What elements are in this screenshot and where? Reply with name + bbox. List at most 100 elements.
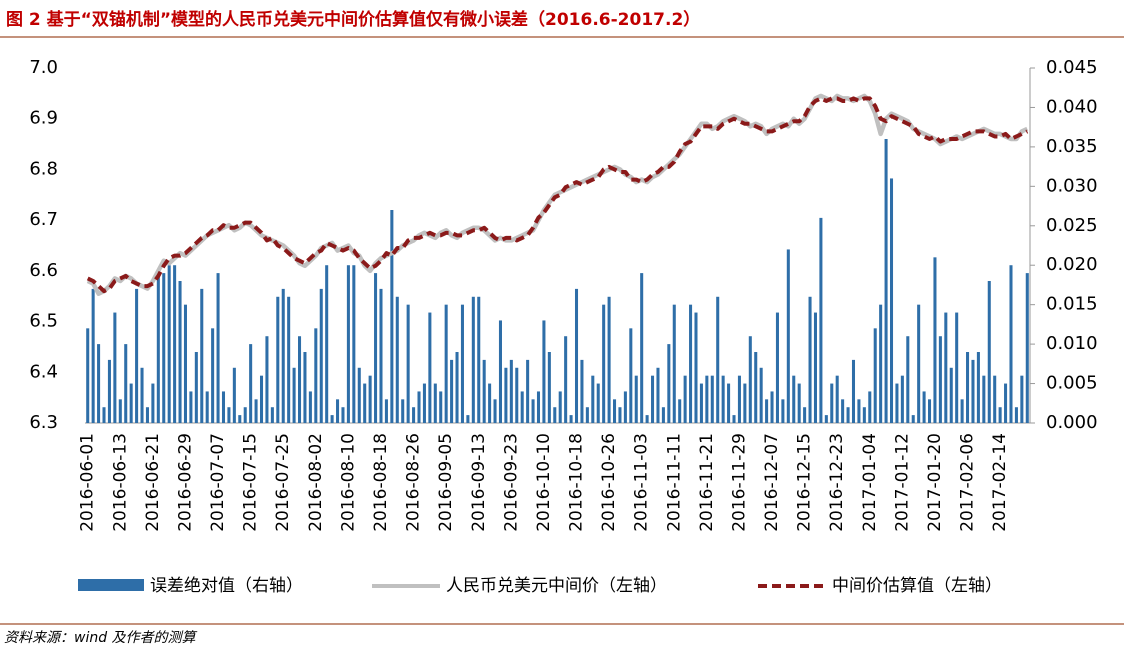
bar [493,399,497,423]
bar [580,359,584,423]
bar [824,415,828,423]
bar [781,399,785,423]
bar [379,288,383,423]
y2-tick-label: 0.045 [1046,57,1098,78]
bar [933,257,937,423]
bar [536,391,541,423]
bar [314,328,318,423]
bar [922,391,926,423]
bar [504,367,508,423]
bar [417,391,421,423]
y-tick-label: 6.8 [29,158,58,179]
bar [113,312,117,423]
x-tick-label: 2016-09-23 [501,433,521,532]
x-tick-label: 2016-10-18 [567,433,587,532]
bar [243,407,247,423]
bar [569,415,573,423]
bar [819,217,823,423]
bar [460,304,464,423]
bar [982,375,986,423]
bar [374,273,378,423]
bar [1020,375,1024,423]
bar [645,415,649,423]
bar [754,352,758,423]
bar [786,249,790,423]
bar [602,304,606,423]
bar [292,367,296,423]
bar [124,344,128,423]
y-tick-label: 6.4 [29,361,58,382]
y-tick-label: 6.7 [29,209,58,230]
x-tick-label: 2016-08-18 [371,433,391,532]
bar [249,344,253,423]
bar [211,328,215,423]
bar [634,375,638,423]
bar [574,288,579,423]
bar [129,383,133,423]
bar [422,383,426,423]
y-tick-label: 6.6 [29,260,58,281]
bar [308,391,312,423]
x-tick-label: 2016-11-11 [664,433,684,532]
bar [661,407,665,423]
x-tick-label: 2016-08-26 [404,433,424,532]
bar [227,407,231,423]
bar [107,359,111,423]
bar [444,304,448,423]
bar [792,375,796,423]
bar [319,288,323,423]
bar [276,296,280,423]
bar [102,407,106,423]
bar [140,367,144,423]
x-tick-label: 2016-11-29 [729,433,749,532]
bar [341,407,345,423]
bar [482,359,486,423]
bar [803,407,807,423]
bar [254,399,258,423]
bar [558,391,562,423]
bar [949,367,953,423]
bar [406,304,410,423]
bar [705,375,709,423]
bar [694,312,698,423]
bar [265,336,269,423]
bar [938,336,942,423]
bar [960,399,964,423]
bar [716,296,720,423]
bar [629,328,633,423]
bar [189,391,193,423]
bar [509,359,513,423]
bar [857,399,861,423]
bar [135,288,139,423]
y-tick-label: 6.9 [29,108,58,129]
bar [748,336,752,423]
bar [553,407,557,423]
bar [477,296,481,423]
bar [303,352,307,423]
bar [868,391,872,423]
bar [976,352,980,423]
legend-label: 中间价估算值（左轴） [832,576,1002,596]
bar [395,296,399,423]
bar [765,399,769,423]
x-tick-label: 2016-08-10 [338,433,358,532]
bar [732,415,736,423]
bar [775,312,779,423]
bar [162,273,166,423]
x-tick-label: 2016-06-21 [143,433,163,532]
bar [238,415,242,423]
bar [1025,273,1029,423]
bar [841,399,845,423]
bar [808,296,812,423]
y2-tick-label: 0.030 [1046,175,1098,196]
bar [194,352,198,423]
bar [439,391,443,423]
bar [450,359,454,423]
x-tick-label: 2016-07-15 [241,433,261,532]
x-tick-label: 2017-01-04 [860,433,880,532]
y-tick-label: 7.0 [29,57,58,78]
bar [830,383,834,423]
bar [325,265,329,423]
bar [656,367,660,423]
